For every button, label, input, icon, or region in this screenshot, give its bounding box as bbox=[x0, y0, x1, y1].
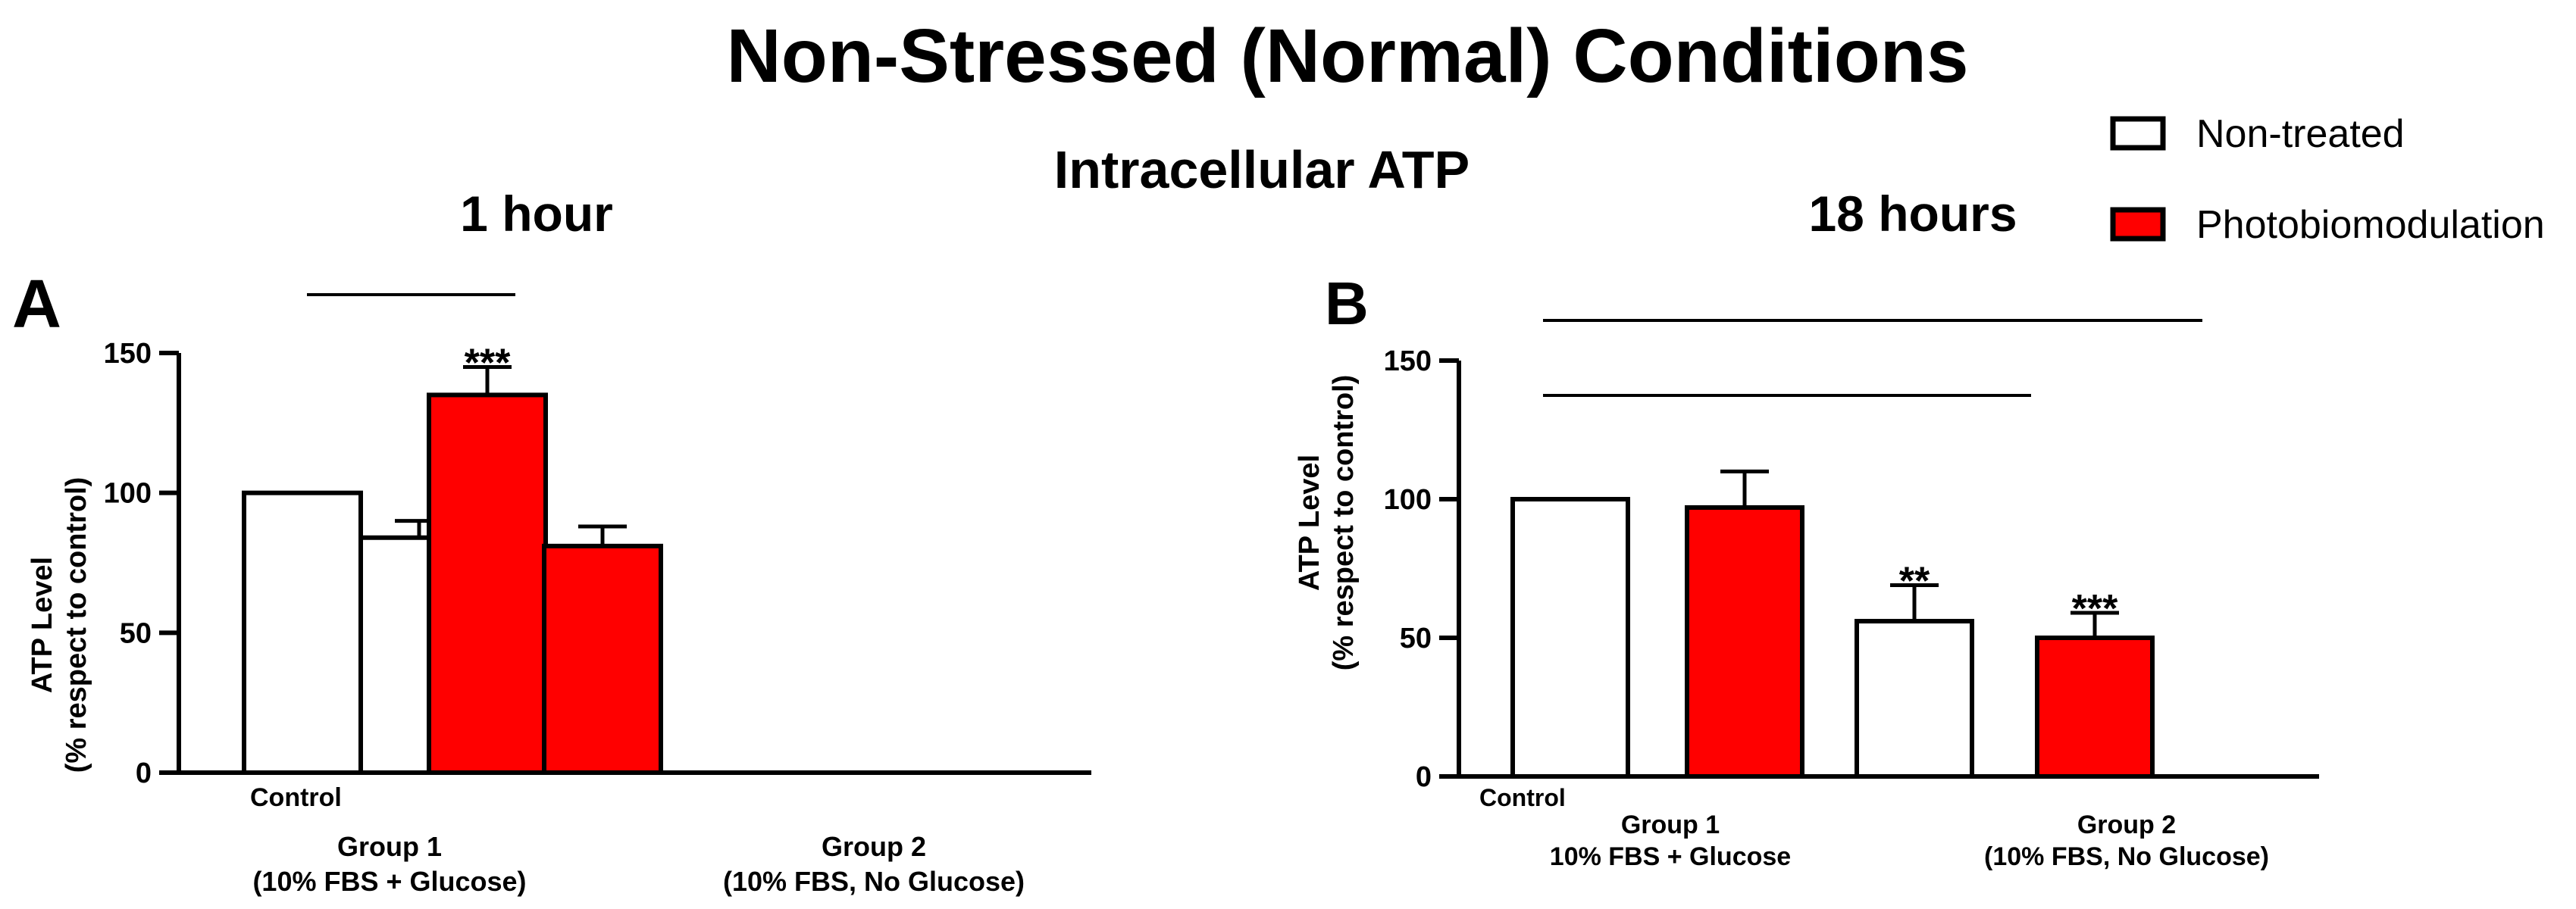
panel-a-ytick-label: 50 bbox=[120, 617, 152, 649]
panel-a-ticks: 0 50 100 150 bbox=[104, 338, 179, 789]
legend-label-photobiomodulation: Photobiomodulation bbox=[2196, 203, 2545, 247]
panel-b-ytick-label: 150 bbox=[1384, 345, 1432, 377]
panel-b-bar-non-treated-group2 bbox=[1855, 619, 1974, 779]
panel-b: B 18 hours ATP Level (% respect to contr… bbox=[1294, 186, 2319, 871]
panel-a-group1-label-line1: Group 1 bbox=[337, 831, 442, 862]
panel-b-ylabel-line2: (% respect to control) bbox=[1328, 375, 1360, 671]
panel-a-control-label: Control bbox=[250, 783, 342, 812]
panel-a-ytick-label: 100 bbox=[104, 478, 152, 510]
panel-b-ticks: 0 50 100 150 bbox=[1384, 345, 1459, 793]
panel-a: A 1 hour ATP Level (% respect to control… bbox=[12, 186, 1091, 897]
panel-b-group1-label-line2: 10% FBS + Glucose bbox=[1550, 842, 1791, 871]
panel-a-ytick-label: 0 bbox=[136, 758, 152, 789]
legend: Non-treated Photobiomodulation bbox=[2110, 112, 2545, 247]
panel-b-group2-label-line1: Group 2 bbox=[2077, 811, 2176, 839]
panel-a-ylabel-line2: (% respect to control) bbox=[61, 477, 92, 773]
panel-a-group1-label-line2: (10% FBS + Glucose) bbox=[252, 866, 526, 897]
panel-b-ytick-label: 50 bbox=[1400, 623, 1432, 654]
panel-b-ylabel-line1: ATP Level bbox=[1294, 454, 1326, 591]
panel-a-bar-non-treated-group1 bbox=[242, 490, 363, 776]
panel-a-group2-label-line1: Group 2 bbox=[822, 831, 926, 862]
main-title: Non-Stressed (Normal) Conditions bbox=[727, 14, 1969, 98]
panel-b-bar-pbm-group1 bbox=[1685, 504, 1804, 779]
panel-b-label: B bbox=[1325, 270, 1369, 337]
panel-a-title: 1 hour bbox=[460, 186, 613, 242]
panel-b-group1-label-line1: Group 1 bbox=[1621, 811, 1720, 839]
legend-swatch-photobiomodulation bbox=[2110, 207, 2166, 242]
panel-a-bars: *** bbox=[242, 341, 663, 776]
panel-b-group2-label-line2: (10% FBS, No Glucose) bbox=[1984, 842, 2269, 871]
panel-b-bar-non-treated-group1 bbox=[1510, 497, 1630, 779]
panel-a-label: A bbox=[12, 267, 61, 342]
subtitle: Intracellular ATP bbox=[1054, 140, 1470, 199]
panel-a-bar-pbm-group2 bbox=[542, 543, 663, 776]
panel-b-bar-pbm-group2-significance: *** bbox=[2072, 587, 2118, 631]
panel-a-bar-pbm-group1-significance: *** bbox=[465, 341, 511, 385]
panel-b-bars: ***** bbox=[1510, 469, 2155, 779]
panel-a-group2-label-line2: (10% FBS, No Glucose) bbox=[723, 866, 1025, 897]
panel-a-bar-pbm-group1 bbox=[427, 392, 548, 776]
legend-swatch-non-treated bbox=[2110, 116, 2166, 151]
panel-a-ytick-label: 150 bbox=[104, 338, 152, 370]
panel-b-ytick-label: 0 bbox=[1416, 761, 1432, 793]
panel-b-title: 18 hours bbox=[1808, 186, 2017, 242]
panel-b-bar-pbm-group2 bbox=[2035, 636, 2155, 779]
panel-b-ytick-label: 100 bbox=[1384, 484, 1432, 516]
panel-b-control-label: Control bbox=[1479, 784, 1566, 811]
legend-label-non-treated: Non-treated bbox=[2196, 112, 2405, 156]
panel-a-ylabel-line1: ATP Level bbox=[27, 557, 58, 693]
panel-b-bar-non-treated-group2-significance: ** bbox=[1899, 559, 1930, 603]
